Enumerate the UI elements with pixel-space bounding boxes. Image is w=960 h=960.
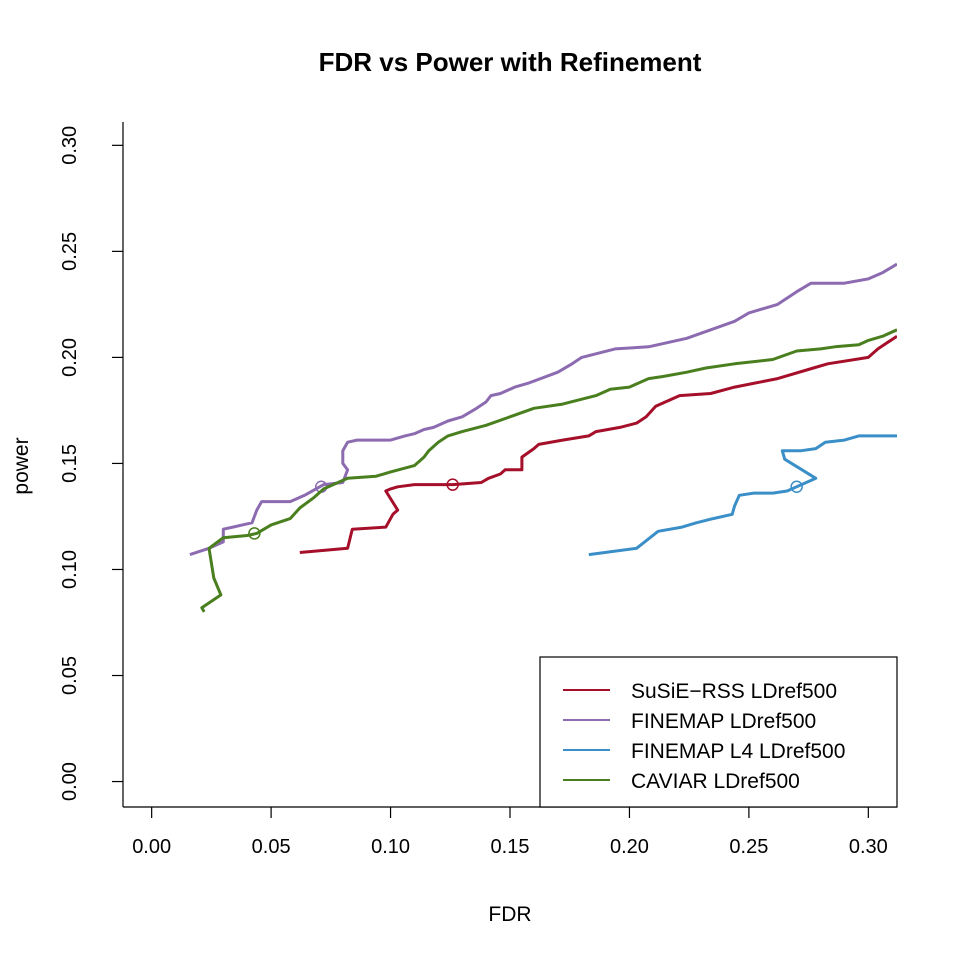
legend: SuSiE−RSS LDref500 FINEMAP LDref500 FINEMA… — [539, 656, 898, 808]
y-axis: 0.00 0.05 0.10 0.15 0.20 0.25 0.30 — [59, 122, 124, 807]
series-line-2 — [588, 434, 897, 557]
series-line-3 — [200, 328, 897, 613]
legend-label: CAVIAR LDref500 — [631, 770, 800, 793]
series-marker-2 — [790, 480, 803, 494]
plot-area — [189, 262, 897, 613]
y-tick-label: 0.00 — [59, 762, 81, 801]
y-tick-label: 0.15 — [59, 444, 81, 483]
series-marker-0 — [446, 478, 459, 491]
legend-label: FINEMAP LDref500 — [631, 710, 816, 733]
x-tick-label: 0.25 — [729, 836, 768, 858]
series-line-1 — [189, 262, 897, 557]
x-tick-label: 0.20 — [610, 836, 649, 858]
legend-box — [539, 656, 898, 808]
x-axis-label: FDR — [488, 903, 531, 926]
series-marker-3 — [248, 527, 261, 540]
y-axis-label: power — [10, 437, 33, 494]
series-line-0 — [299, 334, 897, 554]
y-tick-label: 0.05 — [59, 656, 81, 695]
x-tick-label: 0.05 — [252, 836, 291, 858]
legend-label: SuSiE−RSS LDref500 — [631, 680, 837, 703]
x-tick-label: 0.00 — [132, 836, 171, 858]
series-group — [189, 262, 897, 613]
y-tick-label: 0.25 — [59, 232, 81, 271]
x-axis: 0.00 0.05 0.10 0.15 0.20 0.25 0.30 — [123, 806, 897, 858]
y-tick-label: 0.10 — [59, 550, 81, 589]
y-tick-label: 0.20 — [59, 338, 81, 377]
legend-label: FINEMAP L4 LDref500 — [631, 740, 845, 763]
x-tick-label: 0.10 — [371, 836, 410, 858]
x-tick-label: 0.15 — [491, 836, 530, 858]
x-tick-label: 0.30 — [849, 836, 888, 858]
y-tick-label: 0.30 — [59, 126, 81, 165]
chart-title: FDR vs Power with Refinement — [319, 47, 702, 77]
